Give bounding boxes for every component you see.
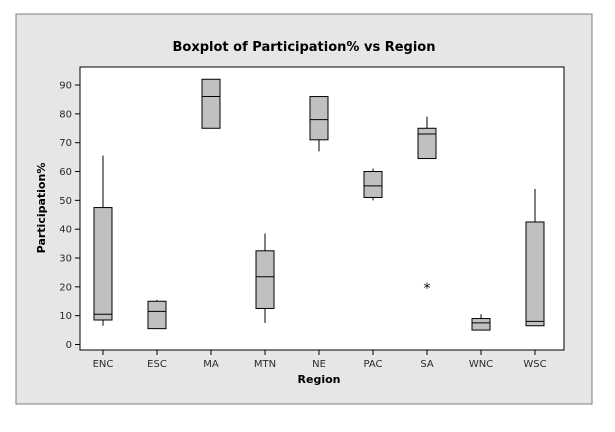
y-tick-label: 30 [59,254,72,265]
box-esc [147,299,167,330]
x-tick-label-sa: SA [420,359,434,370]
y-tick-label: 20 [59,282,72,293]
box-mtn [255,233,275,323]
iqr-box [363,171,383,198]
y-tick-label: 70 [59,138,72,149]
y-tick-label: 0 [66,340,72,351]
iqr-box [147,300,167,330]
iqr-box [525,221,545,327]
outlier-marker: * [424,281,431,297]
iqr-box [255,250,275,309]
iqr-box [93,207,113,321]
iqr-box [201,78,221,129]
x-tick-label-wsc: WSC [523,359,546,370]
x-tick-label-mtn: MTN [254,359,276,370]
y-axis-label: Participation% [35,163,48,254]
iqr-box [417,127,437,160]
chart-title: Boxplot of Participation% vs Region [173,40,436,55]
box-pac [363,168,383,201]
box-wnc [471,314,491,331]
box-sa: * [417,116,437,297]
box-enc [93,155,113,326]
iqr-box [471,318,491,331]
box-ne [309,96,329,152]
x-axis: ENC ESC MA MTN NE PAC SA WNC WSC [93,350,547,370]
x-tick-label-enc: ENC [93,359,114,370]
y-tick-label: 10 [59,311,72,322]
y-axis: 0 10 20 30 40 50 60 70 80 90 [59,81,80,351]
box-wsc [525,188,545,327]
boxes-group: * [93,78,545,331]
x-axis-label: Region [298,373,341,386]
y-tick-label: 90 [59,81,72,92]
x-tick-label-esc: ESC [147,359,167,370]
x-tick-label-ma: MA [203,359,219,370]
x-tick-label-wnc: WNC [469,359,493,370]
x-tick-label-ne: NE [312,359,326,370]
y-tick-label: 40 [59,225,72,236]
y-tick-label: 60 [59,167,72,178]
x-tick-label-pac: PAC [363,359,382,370]
iqr-box [309,96,329,141]
y-tick-label: 50 [59,196,72,207]
y-tick-label: 80 [59,109,72,120]
box-ma [201,78,221,129]
